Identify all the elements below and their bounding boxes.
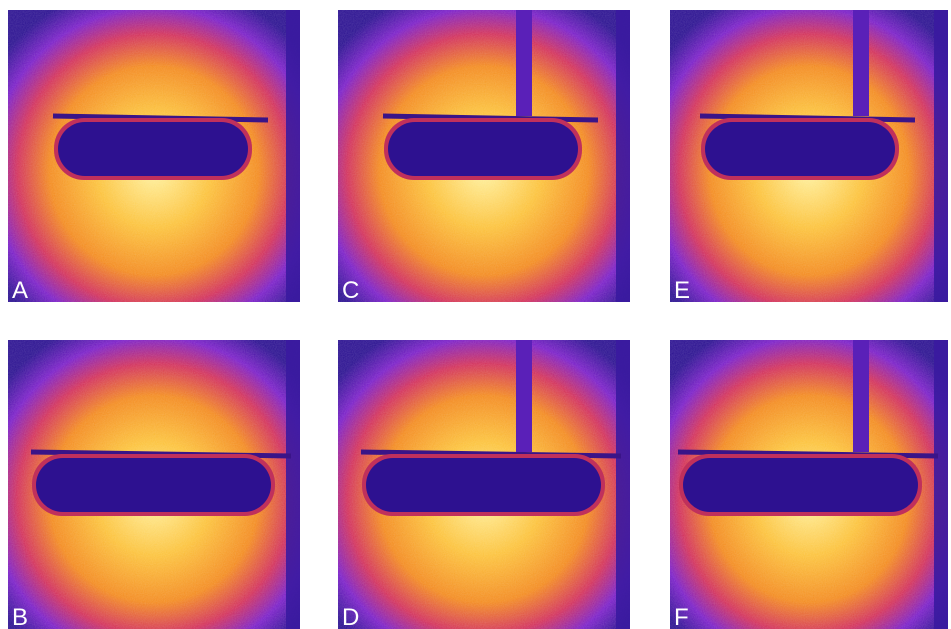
figure: A B C D E F [0,0,951,629]
thermal-panel: B [8,340,300,629]
probe [853,340,869,452]
thermal-panel: A [8,10,300,304]
edge-strip [934,10,948,302]
panel-label: C [342,277,359,304]
blob [58,122,248,176]
edge-strip [286,10,300,302]
thermal-panel: D [338,340,630,629]
thermal-panel: C [338,10,630,304]
blob [36,458,271,512]
blob [705,122,895,176]
probe [516,340,532,452]
panel-label: D [342,604,359,629]
edge-strip [934,340,948,629]
blob [366,458,601,512]
blob [388,122,578,176]
thermal-panel: E [670,10,948,304]
panel-grid: A B C D E F [8,10,948,629]
panel-label: B [12,604,28,629]
edge-strip [286,340,300,629]
probe [853,10,869,116]
blob [683,458,918,512]
panel-label: E [674,277,690,304]
thermal-panel: F [670,340,948,629]
edge-strip [616,10,630,302]
panel-label: F [674,604,689,629]
panel-label: A [12,277,28,304]
probe [516,10,532,116]
edge-strip [616,340,630,629]
